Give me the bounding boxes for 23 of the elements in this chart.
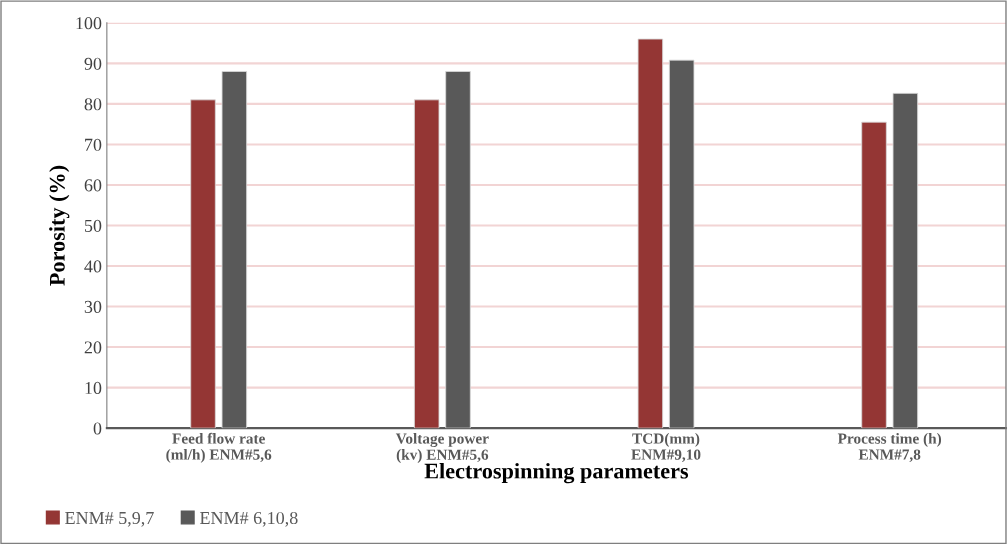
x-tick-label: Process time (h) ENM#7,8 (837, 432, 942, 462)
y-tick-label: 40 (84, 260, 102, 273)
y-tick-label: 70 (85, 138, 102, 151)
bar (637, 38, 664, 429)
y-tick-label: 10 (85, 381, 102, 395)
bar (861, 121, 887, 429)
y-tick-label: 60 (84, 179, 102, 192)
legend-label: ENM# 6,10,8 (199, 511, 298, 527)
bar (413, 99, 440, 429)
y-tick-label: 100 (76, 17, 102, 30)
x-axis-title: Electrospinning parameters (424, 462, 689, 484)
y-tick-label: 0 (93, 422, 102, 435)
y-tick-label: 50 (84, 219, 102, 232)
y-tick-label: 90 (84, 57, 102, 70)
bar (190, 99, 216, 429)
y-tick-label: 20 (84, 341, 102, 354)
y-tick-label: 30 (84, 300, 102, 313)
y-tick-label: 80 (84, 98, 102, 111)
x-tick-label: Feed flow rate (ml/h) ENM#5,6 (166, 432, 272, 463)
x-tick-label: TCD(mm) ENM#9,10 (631, 432, 701, 462)
legend-label: ENM# 5,9,7 (65, 511, 154, 527)
y-axis-title: Porosity (%) (49, 165, 70, 286)
x-tick-label: Voltage power (kv) ENM#5,6 (395, 432, 489, 463)
